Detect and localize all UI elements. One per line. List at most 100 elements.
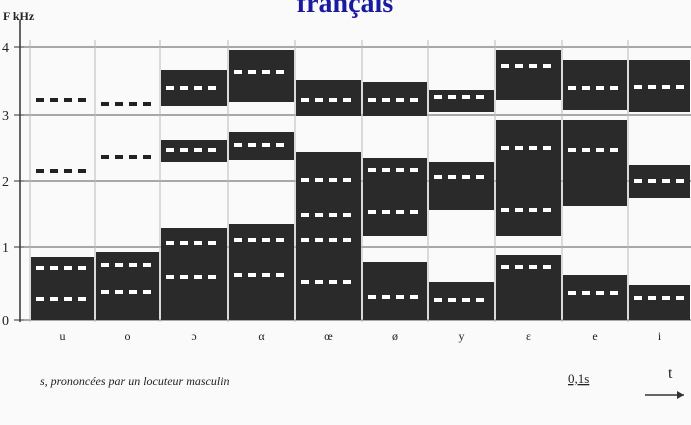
formant-marker	[382, 295, 390, 299]
formant-marker	[410, 98, 418, 102]
formant-marker	[568, 291, 576, 295]
tick-label: 1	[2, 241, 9, 256]
formant-marker	[180, 148, 188, 152]
vowel-label: α	[258, 329, 265, 343]
formant-marker	[396, 210, 404, 214]
formant-marker	[101, 263, 109, 267]
formant-marker	[434, 95, 442, 99]
formant-marker	[634, 179, 642, 183]
ticks: 0 1 2 3 4	[2, 41, 24, 329]
formant-marker	[329, 213, 337, 217]
formant-marker	[568, 86, 576, 90]
formant-marker	[166, 275, 174, 279]
formant-marker	[64, 266, 72, 270]
formant-band	[429, 162, 494, 210]
formant-marker	[676, 296, 684, 300]
formant-marker	[343, 280, 351, 284]
formant-marker	[315, 213, 323, 217]
formant-band	[296, 250, 361, 320]
formant-marker	[166, 241, 174, 245]
vowel-label: e	[592, 329, 597, 343]
formant-marker	[248, 238, 256, 242]
formant-marker	[301, 280, 309, 284]
formant-marker	[101, 155, 109, 159]
formant-marker	[101, 290, 109, 294]
formant-band	[563, 275, 627, 320]
formant-marker	[543, 64, 551, 68]
vowel-label: u	[60, 329, 66, 343]
formant-marker	[194, 86, 202, 90]
formant-marker	[634, 85, 642, 89]
formant-marker	[301, 213, 309, 217]
formant-marker	[78, 266, 86, 270]
formant-marker	[515, 146, 523, 150]
formant-marker	[64, 169, 72, 173]
formant-band	[229, 50, 294, 102]
formant-marker	[368, 210, 376, 214]
formant-band	[429, 90, 494, 112]
formant-marker	[662, 296, 670, 300]
formant-marker	[582, 291, 590, 295]
formant-marker	[36, 266, 44, 270]
formant-marker	[396, 98, 404, 102]
formant-marker	[501, 208, 509, 212]
formant-marker	[50, 266, 58, 270]
title: français	[297, 0, 394, 19]
formant-marker	[276, 143, 284, 147]
formant-marker	[396, 295, 404, 299]
formant-marker	[301, 178, 309, 182]
formant-marker	[64, 98, 72, 102]
formant-marker	[543, 265, 551, 269]
formant-marker	[180, 86, 188, 90]
formant-marker	[529, 146, 537, 150]
formant-marker	[476, 175, 484, 179]
formant-marker	[329, 178, 337, 182]
time-label: t	[668, 365, 673, 382]
formant-marker	[129, 290, 137, 294]
formant-marker	[462, 95, 470, 99]
formant-marker	[582, 86, 590, 90]
formant-marker	[568, 148, 576, 152]
formant-marker	[434, 298, 442, 302]
spectrogram	[24, 40, 691, 322]
formant-marker	[368, 98, 376, 102]
formant-marker	[434, 175, 442, 179]
formant-marker	[648, 179, 656, 183]
formant-marker	[262, 238, 270, 242]
formant-marker	[115, 263, 123, 267]
formant-marker	[515, 208, 523, 212]
formant-marker	[315, 178, 323, 182]
formant-marker	[248, 143, 256, 147]
formant-marker	[129, 263, 137, 267]
formant-marker	[208, 241, 216, 245]
formant-marker	[462, 175, 470, 179]
formant-marker	[276, 70, 284, 74]
formant-band	[563, 60, 627, 110]
formant-marker	[194, 275, 202, 279]
formant-marker	[301, 98, 309, 102]
vowel-label: ø	[392, 329, 398, 343]
formant-band	[363, 262, 427, 320]
formant-marker	[596, 291, 604, 295]
formant-marker	[648, 296, 656, 300]
formant-marker	[343, 238, 351, 242]
formant-marker	[262, 273, 270, 277]
formant-marker	[368, 168, 376, 172]
formant-band	[296, 152, 361, 250]
formant-marker	[343, 213, 351, 217]
formant-marker	[276, 273, 284, 277]
formant-marker	[64, 297, 72, 301]
formant-marker	[382, 168, 390, 172]
formant-marker	[543, 146, 551, 150]
tick-label: 0	[2, 314, 9, 329]
formant-marker	[36, 297, 44, 301]
formant-marker	[166, 86, 174, 90]
formant-marker	[50, 297, 58, 301]
formant-marker	[610, 291, 618, 295]
formant-marker	[410, 168, 418, 172]
formant-marker	[529, 208, 537, 212]
tick-label: 2	[2, 175, 9, 190]
formant-marker	[115, 290, 123, 294]
vowel-label: ɛ	[526, 329, 531, 343]
